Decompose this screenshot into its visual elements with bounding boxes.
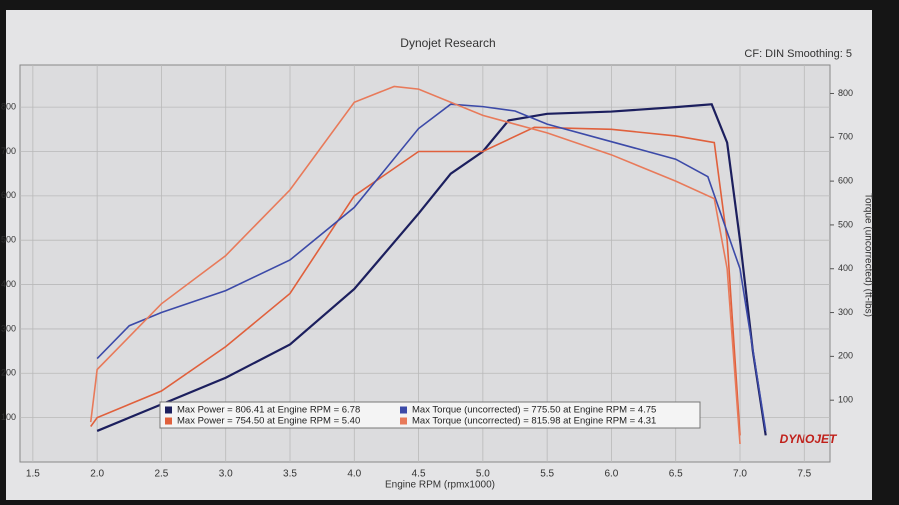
x-tick-label: 3.0 [219,469,233,480]
y2-tick-label: 100 [838,395,853,405]
x-tick-label: 4.5 [412,469,426,480]
x-tick-label: 7.5 [797,469,811,480]
y2-tick-label: 800 [838,88,853,98]
x-tick-label: 4.0 [347,469,361,480]
x-tick-label: 5.5 [540,469,554,480]
x-tick-label: 2.5 [154,469,168,480]
y-tick-label: 700 [1,146,16,156]
y-tick-label: 600 [1,190,16,200]
x-tick-label: 3.5 [283,469,297,480]
legend-swatch [165,406,172,414]
series-line [89,85,741,445]
legend-swatch [400,417,407,425]
chart-title: Dynojet Research [400,36,495,50]
y-tick-label: 200 [1,368,16,378]
legend-label: Max Power = 754.50 at Engine RPM = 5.40 [177,416,360,427]
y2-tick-label: 400 [838,263,853,273]
y2-axis-label: Torque (uncorrected) (ft-lbs) [862,193,873,317]
y-tick-label: 300 [1,323,16,333]
plot-area [19,64,831,463]
x-tick-label: 2.0 [90,469,104,480]
y2-tick-label: 300 [838,307,853,317]
x-tick-label: 6.0 [604,469,618,480]
x-tick-label: 1.5 [26,469,40,480]
x-tick-label: 6.5 [669,469,683,480]
y2-tick-label: 200 [838,351,853,361]
legend-label: Max Power = 806.41 at Engine RPM = 6.78 [177,405,360,416]
y-tick-label: 500 [1,235,16,245]
x-tick-label: 5.0 [476,469,490,480]
legend-swatch [165,417,172,425]
y2-tick-label: 700 [838,132,853,142]
legend-box [159,401,701,429]
y-tick-label: 400 [1,279,16,289]
legend-label: Max Torque (uncorrected) = 815.98 at Eng… [412,416,656,427]
x-tick-label: 7.0 [733,469,747,480]
series-line [90,126,741,436]
legend-swatch [400,406,407,414]
legend-label: Max Torque (uncorrected) = 775.50 at Eng… [412,405,656,416]
y-tick-label: 800 [1,102,16,112]
y2-tick-label: 600 [838,175,853,185]
series-line [96,103,767,431]
series-line [96,103,767,436]
logo: DYNOJET [780,432,838,446]
x-axis-label: Engine RPM (rpmx1000) [385,480,495,491]
y-tick-label: 100 [1,412,16,422]
chart-subtitle: CF: DIN Smoothing: 5 [744,48,852,60]
y2-tick-label: 500 [838,219,853,229]
